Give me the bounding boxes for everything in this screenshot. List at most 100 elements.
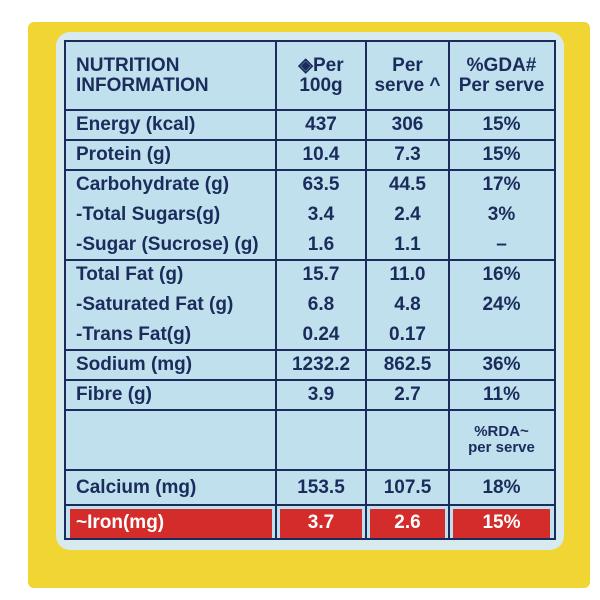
cell-text: 17% [482, 174, 521, 196]
cell-text: Carbohydrate (g) [76, 174, 230, 196]
cell-text: 1232.2 [291, 354, 351, 376]
value-cell: 15.7 [276, 260, 366, 290]
cell-text: Total Fat (g) [76, 264, 184, 286]
value-cell: %RDA~ per serve [449, 410, 554, 470]
value-cell: 10.4 [276, 140, 366, 170]
row-divider [66, 409, 554, 411]
cell-text: ~Iron(mg) [76, 511, 165, 533]
column-divider [448, 42, 450, 538]
value-cell: 17% [449, 170, 554, 200]
cell-text: ◈Per [298, 55, 344, 77]
cell-text: 107.5 [383, 476, 432, 498]
value-cell: 1.6 [276, 230, 366, 260]
value-cell: 7.3 [366, 140, 449, 170]
value-cell: 15% [449, 505, 554, 540]
value-cell: 2.7 [366, 380, 449, 410]
row-label: ~Iron(mg) [66, 505, 276, 540]
row-label: Protein (g) [66, 140, 276, 170]
cell-text: -Sugar (Sucrose) (g) [76, 234, 259, 256]
cell-text: 2.7 [394, 384, 421, 406]
cell-text: 10.4 [302, 144, 340, 166]
cell-text: 15% [482, 511, 521, 533]
column-divider [275, 42, 277, 538]
column-divider [365, 42, 367, 538]
cell-text: 437 [305, 114, 337, 136]
value-cell: 306 [366, 110, 449, 140]
row-label: Sodium (mg) [66, 350, 276, 380]
cell-text: per serve [468, 439, 535, 456]
cell-text: 3.4 [307, 204, 335, 226]
cell-text: INFORMATION [76, 75, 209, 96]
row-divider [66, 504, 554, 506]
cell-text: Per [392, 55, 423, 77]
cell-text: 11% [483, 384, 520, 406]
row-label: Calcium (mg) [66, 470, 276, 505]
row-divider [66, 139, 554, 141]
value-cell: 3% [449, 200, 554, 230]
cell-text: 15% [482, 114, 521, 136]
cell-text: 15% [482, 144, 521, 166]
row-divider [66, 379, 554, 381]
cell-text: 306 [391, 114, 424, 136]
highlight-cell [70, 509, 272, 538]
cell-text: -Trans Fat(g) [76, 324, 192, 346]
highlight-cell [453, 509, 550, 538]
value-cell: 0.24 [276, 320, 366, 350]
value-cell: 15% [449, 110, 554, 140]
value-cell: 2.6 [366, 505, 449, 540]
value-cell: Per serve ^ [366, 42, 449, 110]
cell-text: 24% [482, 294, 521, 316]
value-cell: 44.5 [366, 170, 449, 200]
cell-text: Protein (g) [76, 144, 171, 166]
highlight-cell [280, 509, 362, 538]
value-cell: – [449, 230, 554, 260]
cell-text: 44.5 [389, 174, 426, 196]
value-cell: 36% [449, 350, 554, 380]
cell-text: 11.0 [389, 264, 426, 286]
cell-text: Fibre (g) [76, 384, 152, 406]
cell-text: 3% [487, 204, 516, 226]
row-label: -Sugar (Sucrose) (g) [66, 230, 276, 260]
row-divider [66, 169, 554, 171]
cell-text: Per serve [458, 75, 545, 96]
value-cell: 11% [449, 380, 554, 410]
value-cell: 1232.2 [276, 350, 366, 380]
cell-text: -Total Sugars(g) [76, 204, 221, 226]
row-label: Fibre (g) [66, 380, 276, 410]
cell-text: Calcium (mg) [76, 476, 197, 498]
cell-text: 0.17 [389, 324, 426, 346]
value-cell: ◈Per 100g [276, 42, 366, 110]
value-cell: 107.5 [366, 470, 449, 505]
cell-text: 3.9 [307, 384, 335, 406]
value-cell: 437 [276, 110, 366, 140]
cell-text: Sodium (mg) [76, 354, 193, 376]
value-cell: 63.5 [276, 170, 366, 200]
value-cell: 18% [449, 470, 554, 505]
value-cell: %GDA# Per serve [449, 42, 554, 110]
row-label: NUTRITION INFORMATION [66, 42, 276, 110]
value-cell: 6.8 [276, 290, 366, 320]
row-divider [66, 469, 554, 471]
row-divider [66, 259, 554, 261]
cell-text: 100g [299, 75, 343, 96]
row-divider [66, 109, 554, 111]
cell-text: 16% [482, 264, 521, 286]
row-divider [66, 349, 554, 351]
value-cell: 153.5 [276, 470, 366, 505]
cell-text: 6.8 [307, 294, 335, 316]
cell-text: 63.5 [302, 174, 340, 196]
cell-text: serve ^ [374, 75, 441, 96]
cell-text: 36% [482, 354, 521, 376]
nutrition-table: NUTRITION INFORMATION ◈Per 100g Per serve ^ %G… [64, 40, 556, 540]
cell-text: – [496, 234, 507, 256]
cell-text: %GDA# [466, 55, 537, 77]
row-label: Carbohydrate (g) [66, 170, 276, 200]
value-cell: 15% [449, 140, 554, 170]
cell-text: -Saturated Fat (g) [76, 294, 234, 316]
cell-text: 862.5 [383, 354, 432, 376]
cell-text: 4.8 [394, 294, 421, 316]
value-cell: 11.0 [366, 260, 449, 290]
value-cell: 0.17 [366, 320, 449, 350]
row-label: Total Fat (g) [66, 260, 276, 290]
